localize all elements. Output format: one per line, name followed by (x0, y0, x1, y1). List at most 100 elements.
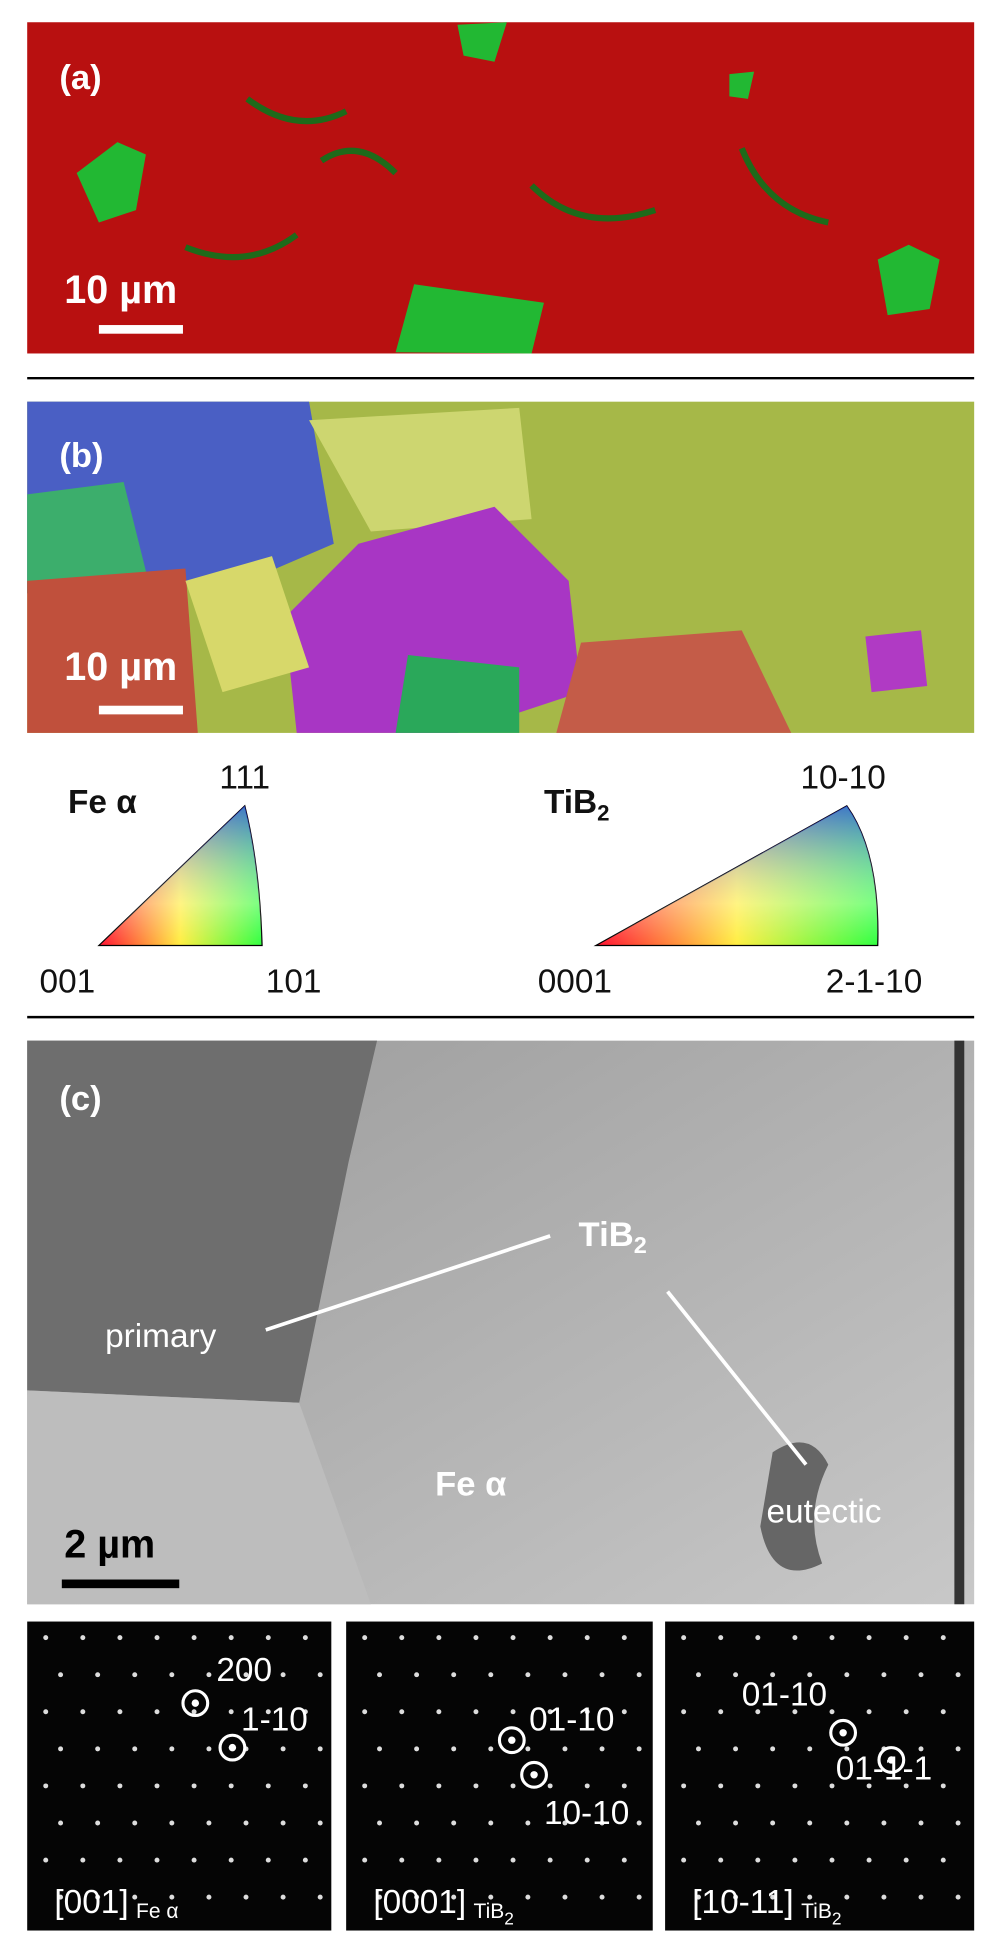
spot (807, 1672, 813, 1678)
spot (95, 1746, 101, 1752)
corner-label: 2-1-10 (826, 963, 922, 1000)
spot (191, 1709, 197, 1715)
spot (887, 1756, 896, 1764)
spot (696, 1894, 701, 1900)
spot (414, 1894, 420, 1900)
grain (457, 22, 507, 62)
spot (829, 1783, 835, 1789)
spot (154, 1635, 160, 1641)
grain (395, 284, 544, 354)
spot (43, 1857, 49, 1863)
zone-axis: [0001] TiB2 (373, 1884, 514, 1928)
spot (302, 1635, 308, 1641)
spot (154, 1709, 160, 1715)
spot (562, 1746, 568, 1752)
spot (436, 1783, 442, 1789)
spot (436, 1709, 442, 1715)
spot (510, 1857, 516, 1863)
spot (525, 1894, 531, 1900)
spot (547, 1857, 553, 1863)
spot (488, 1820, 494, 1826)
spot (206, 1746, 212, 1752)
boundary (184, 96, 829, 261)
spot (636, 1820, 642, 1826)
spot (755, 1635, 761, 1641)
ipf-triangle-shade (98, 805, 263, 946)
spot (508, 1736, 516, 1744)
spot (681, 1635, 687, 1641)
spot (955, 1894, 961, 1900)
spot (302, 1709, 308, 1715)
spot (302, 1783, 308, 1789)
spot (58, 1672, 64, 1678)
spot (918, 1672, 924, 1678)
ipf-legend: Fe α 111 001 101 TiB2 10-10 0001 2-1-10 (40, 760, 923, 1001)
legend-title: Fe α (68, 784, 137, 821)
spot (132, 1746, 138, 1752)
spot (903, 1709, 909, 1715)
spot (681, 1783, 687, 1789)
spot (696, 1672, 701, 1678)
spot (621, 1635, 627, 1641)
spot (696, 1820, 701, 1826)
spot (718, 1709, 724, 1715)
spot-label: 01-10 (742, 1677, 827, 1714)
spot-marker (829, 1718, 858, 1747)
spot (169, 1746, 175, 1752)
spot (525, 1746, 531, 1752)
spot (473, 1783, 479, 1789)
spot (132, 1672, 138, 1678)
spot (228, 1783, 234, 1789)
spot (206, 1894, 212, 1900)
spot (955, 1672, 961, 1678)
spot (733, 1746, 739, 1752)
spot (154, 1857, 160, 1863)
spot (228, 1709, 234, 1715)
spot-marker (181, 1689, 210, 1718)
spot (488, 1672, 494, 1678)
spot (770, 1820, 776, 1826)
spot (117, 1709, 123, 1715)
spot (807, 1746, 813, 1752)
spot (206, 1672, 212, 1678)
spot (681, 1857, 687, 1863)
spot (399, 1635, 405, 1641)
spot (718, 1783, 724, 1789)
spot (718, 1857, 724, 1863)
scale-label: 10 µm (64, 268, 177, 312)
spot (755, 1857, 761, 1863)
spot-label: 10-10 (544, 1795, 629, 1832)
panel-label: (a) (59, 59, 101, 97)
spot (280, 1894, 286, 1900)
grain (729, 71, 755, 99)
spot-marker (497, 1726, 526, 1755)
annotation: primary (105, 1318, 217, 1355)
annotation: eutectic (766, 1494, 881, 1531)
spot (940, 1635, 946, 1641)
spot (488, 1894, 494, 1900)
spot (881, 1894, 887, 1900)
spot (636, 1672, 642, 1678)
spot (940, 1783, 946, 1789)
spot (807, 1894, 813, 1900)
spot (733, 1894, 739, 1900)
spot (473, 1709, 479, 1715)
zone-sub: TiB (474, 1900, 505, 1923)
spot (169, 1820, 175, 1826)
spot (584, 1857, 590, 1863)
spot (770, 1746, 776, 1752)
spot (80, 1783, 86, 1789)
grain (395, 655, 520, 733)
spot (451, 1820, 457, 1826)
spot (191, 1783, 197, 1789)
spot (399, 1857, 405, 1863)
panel-label: (c) (59, 1080, 101, 1118)
spot (903, 1857, 909, 1863)
eutectic-particle (760, 1442, 829, 1571)
spot (547, 1635, 553, 1641)
legend-title: TiB2 (544, 784, 610, 825)
spot (510, 1635, 516, 1641)
spot (525, 1820, 531, 1826)
pointer (265, 1234, 551, 1332)
spot (302, 1857, 308, 1863)
